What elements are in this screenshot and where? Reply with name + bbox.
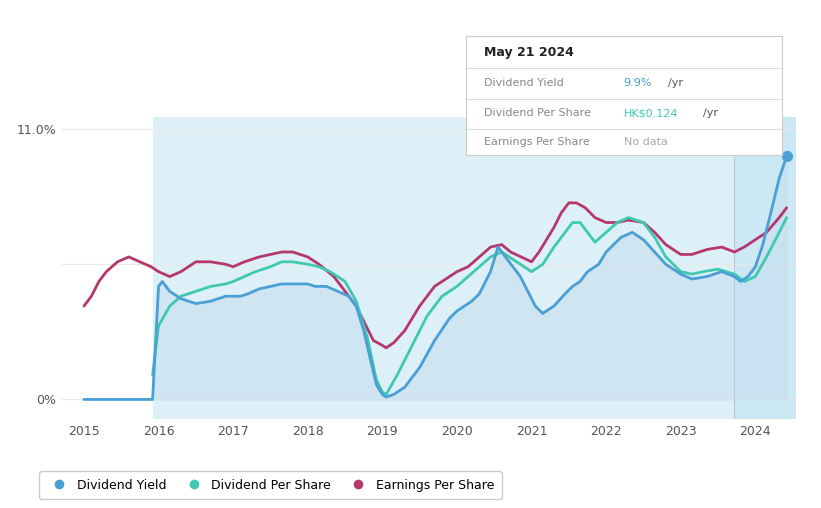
Legend: Dividend Yield, Dividend Per Share, Earnings Per Share: Dividend Yield, Dividend Per Share, Earn… <box>39 471 502 499</box>
Text: /yr: /yr <box>703 108 718 118</box>
Text: 9.9%: 9.9% <box>624 78 652 88</box>
Text: Past: Past <box>741 134 765 147</box>
Text: Dividend Yield: Dividend Yield <box>484 78 564 88</box>
Text: HK$0.124: HK$0.124 <box>624 108 678 118</box>
Text: Dividend Per Share: Dividend Per Share <box>484 108 591 118</box>
Text: May 21 2024: May 21 2024 <box>484 46 575 59</box>
Text: No data: No data <box>624 137 667 147</box>
Bar <box>735 117 796 419</box>
Bar <box>153 117 735 419</box>
Text: Earnings Per Share: Earnings Per Share <box>484 137 590 147</box>
Text: /yr: /yr <box>667 78 683 88</box>
